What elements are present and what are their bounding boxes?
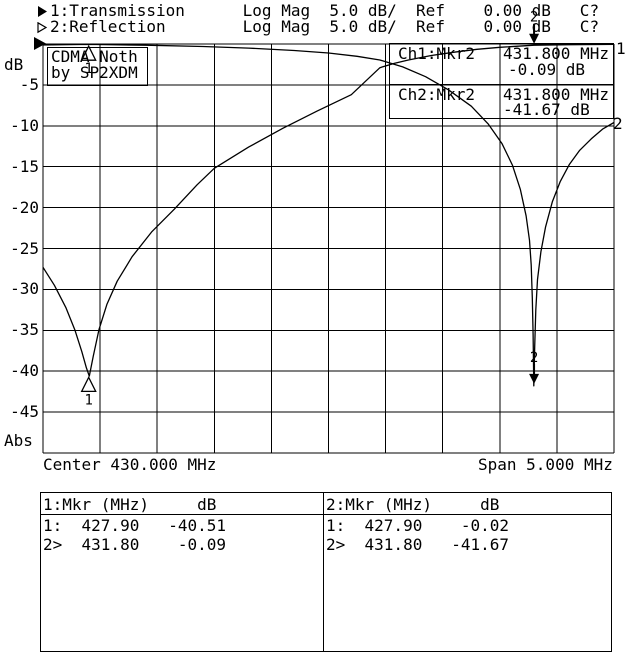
- reference-level-icon: [34, 37, 46, 50]
- ch1-readout-value: -0.09 dB: [508, 60, 586, 79]
- trace-2-path: [42, 43, 615, 387]
- y-tick-label: -35: [10, 320, 39, 340]
- y-tick-label: -10: [10, 115, 39, 135]
- overlay-boxes: [47, 43, 614, 119]
- ch1-readout-label: Ch1:Mkr2: [398, 44, 476, 63]
- y-tick-label: -5: [19, 74, 39, 94]
- channel1-header-line: 1:Transmission Log Mag 5.0 dB/ Ref 0.00 …: [50, 1, 600, 20]
- y-tick-label: -20: [10, 197, 39, 217]
- y-tick-label: -15: [10, 156, 39, 176]
- marker-1-triangle-icon: [80, 375, 97, 393]
- y-axis-abs-label: Abs: [4, 431, 33, 450]
- trace-1-path: [42, 43, 615, 377]
- center-frequency-label: Center 430.000 MHz: [43, 455, 217, 474]
- y-axis-unit-label: dB: [4, 55, 24, 74]
- marker-table-ch1-row2: 2> 431.80 -0.09: [43, 535, 227, 554]
- marker-table-ch2-row2: 2> 431.80 -41.67: [326, 535, 510, 554]
- markers: 1 2 1 2: [80, 10, 540, 408]
- trace-1-number-label: 1: [616, 39, 626, 58]
- marker-1-triangle-icon: [80, 44, 97, 61]
- channel2-header-line: 2:Reflection Log Mag 5.0 dB/ Ref 0.00 dB…: [50, 17, 600, 36]
- marker-1-number: 1: [84, 61, 92, 77]
- title-box-line2: by SP2XDM: [51, 63, 138, 82]
- trace-2-number-label: 2: [613, 114, 623, 133]
- ch2-readout-freq: 431.800 MHz: [503, 85, 609, 104]
- marker-table: 1:Mkr (MHz) dB 1: 427.90 -40.51 2> 431.8…: [40, 492, 612, 652]
- channel2-icon: [37, 22, 48, 34]
- marker-table-ch2: 2:Mkr (MHz) dB 1: 427.90 -0.02 2> 431.80…: [324, 493, 611, 651]
- marker-table-ch2-row1: 1: 427.90 -0.02: [326, 516, 510, 535]
- marker-2-number: 2: [530, 350, 538, 366]
- title-box-line1: CDMA Noth: [51, 47, 138, 66]
- marker-table-ch1-row1: 1: 427.90 -40.51: [43, 516, 227, 535]
- y-tick-label: -25: [10, 238, 39, 258]
- traces: [42, 43, 615, 387]
- marker-2-number: 2: [530, 10, 538, 26]
- y-tick-label: -30: [10, 279, 39, 299]
- ch2-readout-box-outline: [389, 84, 614, 119]
- marker-2-arrow-icon: [529, 373, 540, 384]
- ch2-readout-label: Ch2:Mkr2: [398, 85, 476, 104]
- y-tick-label: -40: [10, 361, 39, 381]
- y-tick-label: -45: [10, 402, 39, 422]
- marker-table-ch2-header: 2:Mkr (MHz) dB: [326, 495, 500, 514]
- marker-1-number: 1: [84, 392, 92, 408]
- active-channel-icon: [38, 6, 47, 17]
- marker-table-ch1: 1:Mkr (MHz) dB 1: 427.90 -40.51 2> 431.8…: [41, 493, 324, 651]
- ch1-readout-freq: 431.800 MHz: [503, 44, 609, 63]
- marker-2-arrow-icon: [529, 33, 540, 44]
- span-label: Span 5.000 MHz: [478, 455, 613, 474]
- title-box-outline: [47, 47, 148, 86]
- marker-table-ch1-header: 1:Mkr (MHz) dB: [43, 495, 217, 514]
- ch2-readout-value: -41.67 dB: [503, 100, 590, 119]
